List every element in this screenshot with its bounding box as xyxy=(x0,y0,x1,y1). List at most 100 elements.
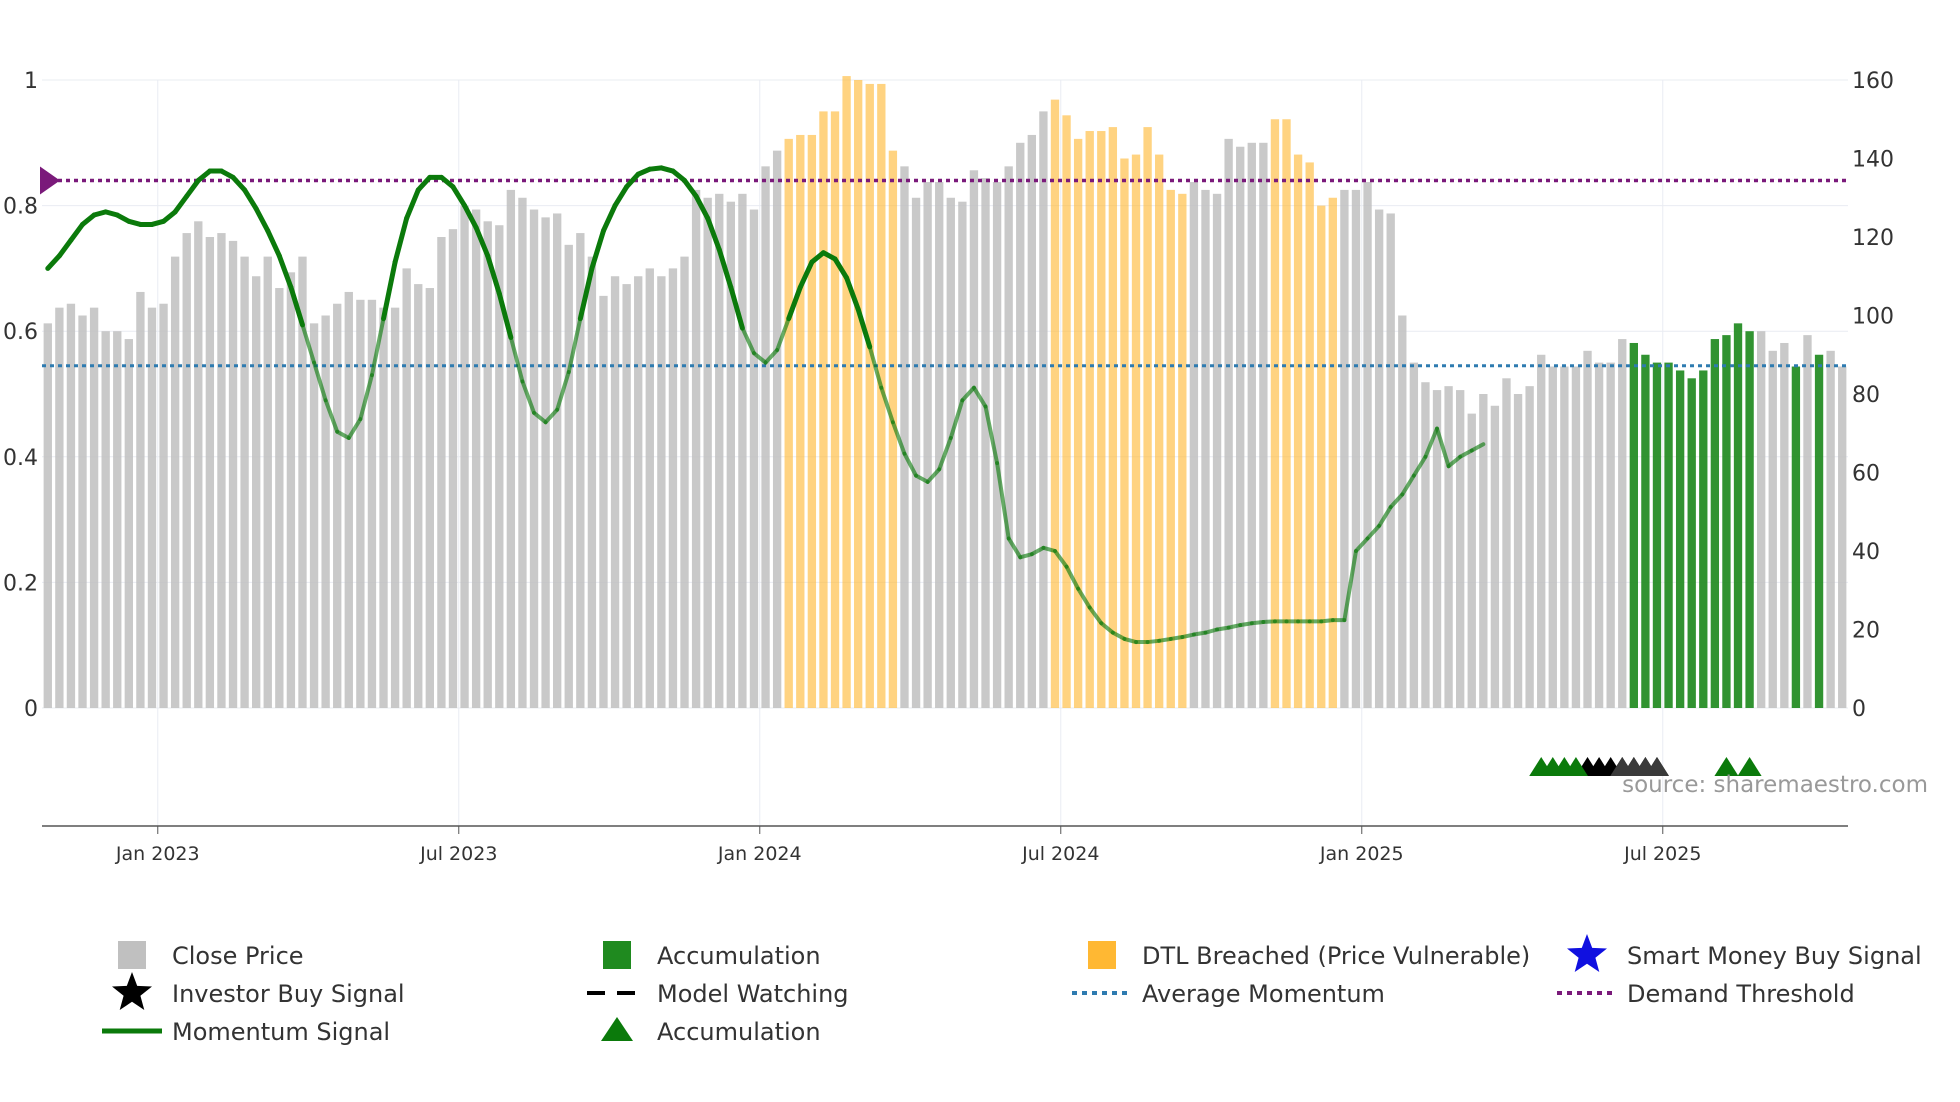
momentum-segment xyxy=(172,193,190,215)
close-price-bar xyxy=(541,217,550,708)
momentum-segment xyxy=(543,407,560,425)
momentum-segment xyxy=(1353,536,1370,553)
dtl-breached-bar xyxy=(784,138,793,708)
close-price-bar xyxy=(1537,354,1546,708)
accumulation-bar xyxy=(1791,366,1801,708)
momentum-segment xyxy=(265,228,282,259)
momentum-segment xyxy=(369,316,386,378)
legend-label: Momentum Signal xyxy=(172,1018,390,1046)
close-price-bar xyxy=(946,197,955,708)
momentum-segment xyxy=(995,461,1011,541)
momentum-segment xyxy=(485,253,502,297)
close-price-bar xyxy=(217,233,226,708)
x-tick-label: Jul 2023 xyxy=(419,843,497,865)
momentum-segment xyxy=(1400,473,1416,497)
close-price-bar xyxy=(680,256,689,708)
momentum-segment xyxy=(323,398,340,434)
close-price-bar xyxy=(1594,362,1604,708)
accumulation-bar xyxy=(1629,342,1638,708)
close-price-bar xyxy=(564,244,573,708)
momentum-segment xyxy=(566,316,583,375)
close-price-bar xyxy=(1490,405,1500,708)
close-price-bar xyxy=(275,288,284,708)
momentum-segment xyxy=(612,184,630,209)
close-price-bar xyxy=(448,229,458,708)
legend-label: Average Momentum xyxy=(1142,980,1385,1008)
right-tick-label: 100 xyxy=(1852,305,1894,330)
right-tick-label: 0 xyxy=(1852,697,1866,722)
momentum-segment xyxy=(242,187,259,212)
close-price-bar xyxy=(529,209,539,708)
momentum-segment xyxy=(358,373,374,422)
momentum-segment xyxy=(1423,426,1440,459)
momentum-segment xyxy=(705,215,722,253)
dtl-breached-bar xyxy=(1317,205,1326,708)
momentum-segment xyxy=(624,171,641,190)
legend-square-icon xyxy=(118,941,146,969)
dtl-breached-bar xyxy=(830,111,840,708)
momentum-segment xyxy=(1435,426,1451,469)
close-price-bar xyxy=(1201,189,1210,708)
close-price-bar xyxy=(668,268,678,708)
close-price-bar xyxy=(1039,111,1048,708)
accumulation-marker xyxy=(1563,757,1588,776)
close-price-bar xyxy=(981,178,990,708)
close-price-bar xyxy=(402,268,411,708)
close-price-bar xyxy=(1467,413,1476,708)
momentum-segment xyxy=(844,275,861,312)
close-price-bar xyxy=(1398,315,1407,708)
close-price-bar xyxy=(228,240,238,709)
close-price-bar xyxy=(911,197,921,708)
accumulation-bar xyxy=(1745,331,1754,708)
accumulation-bar xyxy=(1814,354,1824,708)
dtl-breached-bar xyxy=(1155,154,1164,708)
momentum-segment xyxy=(184,177,201,199)
close-price-bar xyxy=(379,307,388,708)
momentum-segment xyxy=(925,467,942,484)
close-price-bar xyxy=(437,237,446,708)
close-price-bar xyxy=(715,193,724,708)
close-price-bar xyxy=(1374,209,1384,708)
right-tick-label: 140 xyxy=(1852,148,1894,173)
momentum-segment xyxy=(890,420,907,456)
momentum-segment xyxy=(56,237,74,259)
close-price-bar xyxy=(1757,331,1766,708)
close-price-bar xyxy=(1479,394,1488,708)
close-price-bar xyxy=(992,182,1002,709)
momentum-segment xyxy=(1076,586,1092,610)
close-price-bar xyxy=(89,307,99,708)
legend-label: DTL Breached (Price Vulnerable) xyxy=(1142,942,1530,970)
momentum-segment xyxy=(914,473,930,484)
dtl-breached-bar xyxy=(1050,99,1060,708)
momentum-segment xyxy=(1446,454,1463,469)
close-price-bar xyxy=(471,209,481,708)
dtl-breached-bar xyxy=(1166,189,1175,708)
momentum-segment xyxy=(983,404,1000,466)
momentum-segment xyxy=(68,221,86,243)
legend-label: Close Price xyxy=(172,942,304,970)
momentum-segment xyxy=(763,348,780,365)
dtl-breached-bar xyxy=(819,111,828,708)
close-price-bar xyxy=(610,276,620,708)
dtl-breached-bar xyxy=(1131,154,1141,708)
momentum-segment xyxy=(797,259,815,290)
accumulation-bar xyxy=(1722,335,1731,708)
close-price-bar xyxy=(726,201,735,709)
close-price-bar xyxy=(460,205,469,708)
left-tick-label: 0.4 xyxy=(3,446,38,471)
close-price-bar xyxy=(205,237,215,708)
close-price-bar xyxy=(1606,362,1615,708)
legend-label: Model Watching xyxy=(657,980,849,1008)
momentum-segment xyxy=(1099,621,1115,635)
dtl-breached-bar xyxy=(796,134,805,708)
momentum-segment xyxy=(392,215,410,265)
close-price-bar xyxy=(1548,366,1557,708)
momentum-segment xyxy=(253,206,271,234)
close-price-bar xyxy=(425,288,434,708)
momentum-segment xyxy=(589,228,606,271)
close-price-bar xyxy=(1027,134,1036,708)
close-price-bar xyxy=(309,323,319,708)
accumulation-marker xyxy=(1714,757,1739,776)
reference-lines xyxy=(40,166,1848,368)
